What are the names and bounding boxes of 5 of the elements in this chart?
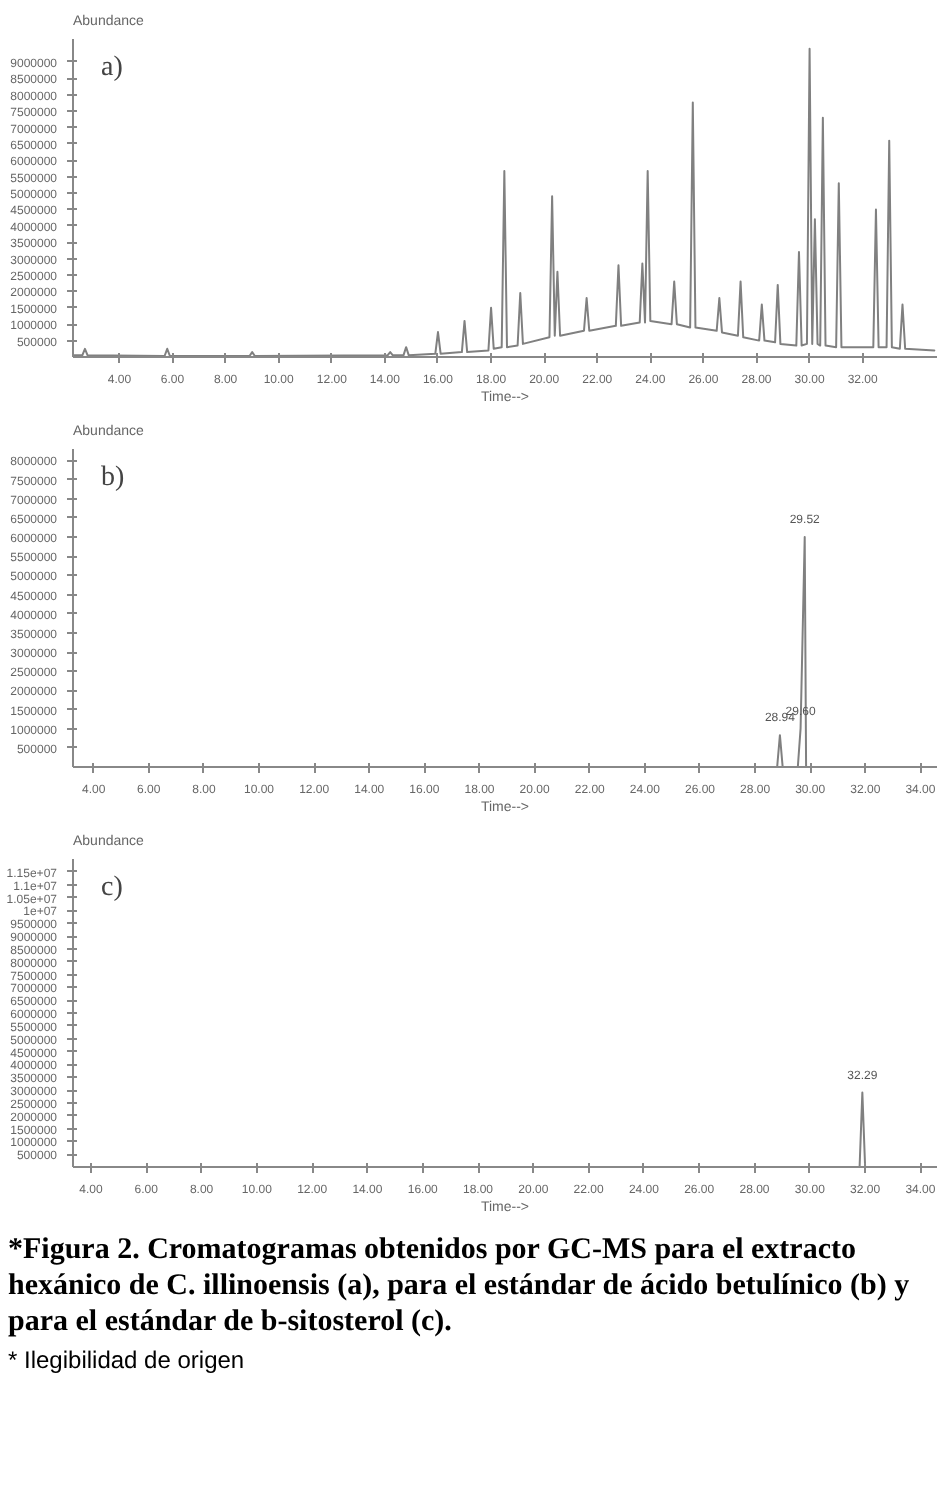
annotation: b) <box>101 463 125 493</box>
text: *Figura 2. Cromatogramas obtenidos por GC-MS para el extracto hexánico de C. illinoensis (a), para el estándar de ácido betulínico (b) y para el estándar de b-sitosterol (c). <box>8 1232 912 1340</box>
annotation: c) <box>101 873 124 903</box>
annotation: a) <box>101 53 124 83</box>
text: * Ilegibilidad de origen <box>8 1344 245 1378</box>
